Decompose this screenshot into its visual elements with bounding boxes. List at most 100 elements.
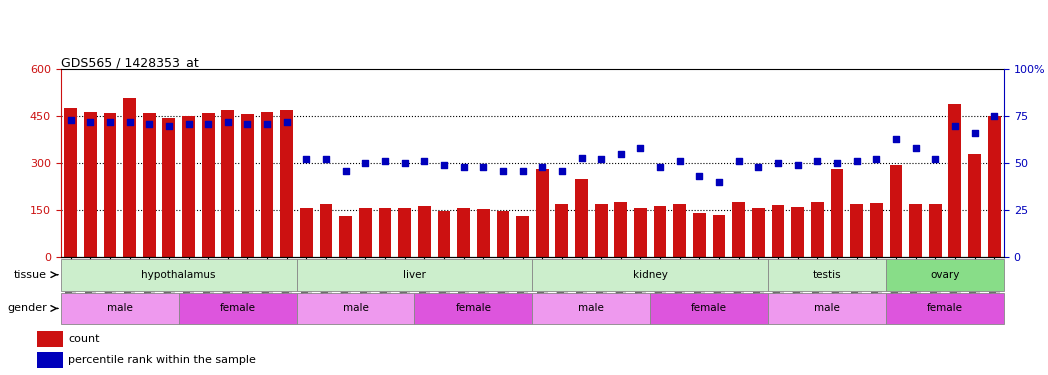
Bar — [104, 112, 116, 257]
Point — [102, 119, 118, 125]
Bar — [555, 204, 568, 257]
Point — [259, 121, 276, 127]
Point — [986, 113, 1003, 119]
Bar — [811, 202, 824, 257]
Text: ovary: ovary — [931, 270, 960, 280]
Text: liver: liver — [403, 270, 425, 280]
Point — [357, 160, 374, 166]
Point — [515, 168, 531, 174]
Bar — [886, 292, 1004, 324]
Bar — [398, 209, 411, 257]
Point — [180, 121, 197, 127]
Point — [239, 121, 256, 127]
Point — [122, 119, 138, 125]
Bar — [61, 292, 178, 324]
Bar — [532, 292, 650, 324]
Text: female: female — [220, 303, 256, 313]
Bar — [791, 207, 804, 257]
Bar — [536, 169, 548, 257]
Bar — [886, 259, 1004, 291]
Bar — [650, 292, 768, 324]
Point — [219, 119, 236, 125]
Point — [750, 164, 767, 170]
Bar — [418, 206, 431, 257]
Bar — [768, 259, 886, 291]
Text: female: female — [692, 303, 727, 313]
Point — [279, 119, 296, 125]
Point — [652, 164, 669, 170]
Bar — [241, 114, 254, 257]
Bar — [733, 202, 745, 257]
Bar — [595, 204, 608, 257]
Text: hypothalamus: hypothalamus — [141, 270, 216, 280]
Bar — [713, 214, 725, 257]
Point — [632, 145, 649, 151]
Text: male: male — [107, 303, 133, 313]
Point — [82, 119, 99, 125]
Point — [455, 164, 472, 170]
Point — [868, 156, 885, 162]
Bar — [297, 292, 414, 324]
Bar — [929, 204, 941, 257]
Bar — [178, 292, 297, 324]
Bar — [497, 211, 509, 257]
Bar — [124, 98, 136, 257]
Bar — [948, 104, 961, 257]
Bar — [359, 209, 372, 257]
Bar — [37, 352, 63, 368]
Text: count: count — [68, 334, 100, 344]
Bar — [378, 207, 391, 257]
Point — [612, 151, 629, 157]
Point — [396, 160, 413, 166]
Text: testis: testis — [813, 270, 842, 280]
Text: percentile rank within the sample: percentile rank within the sample — [68, 355, 256, 365]
Text: male: male — [578, 303, 605, 313]
Bar — [634, 209, 647, 257]
Point — [573, 154, 590, 160]
Bar — [968, 154, 981, 257]
Bar — [831, 170, 844, 257]
Point — [416, 158, 433, 164]
Point — [711, 179, 727, 185]
Point — [829, 160, 846, 166]
Text: male: male — [814, 303, 840, 313]
Bar — [654, 206, 667, 257]
Point — [593, 156, 610, 162]
Bar — [37, 331, 63, 346]
Text: female: female — [927, 303, 963, 313]
Bar — [182, 116, 195, 257]
Point — [926, 156, 943, 162]
Bar — [415, 292, 532, 324]
Point — [533, 164, 550, 170]
Bar — [477, 209, 489, 257]
Bar — [693, 213, 705, 257]
Bar — [517, 216, 529, 257]
Bar — [768, 292, 886, 324]
Bar — [614, 202, 627, 257]
Bar — [771, 205, 784, 257]
Point — [436, 162, 453, 168]
Text: kidney: kidney — [633, 270, 668, 280]
Point — [140, 121, 157, 127]
Point — [298, 156, 314, 162]
Point — [495, 168, 511, 174]
Point — [769, 160, 786, 166]
Point — [160, 123, 177, 129]
Point — [200, 121, 217, 127]
Point — [318, 156, 334, 162]
Point — [376, 158, 393, 164]
Bar — [261, 112, 274, 257]
Point — [888, 136, 904, 142]
Point — [789, 162, 806, 168]
Bar — [575, 179, 588, 257]
Bar — [438, 211, 451, 257]
Bar — [340, 216, 352, 257]
Bar — [221, 110, 234, 257]
Point — [908, 145, 924, 151]
Point — [672, 158, 689, 164]
Bar — [64, 108, 77, 257]
Point — [553, 168, 570, 174]
Text: female: female — [456, 303, 492, 313]
Point — [809, 158, 826, 164]
Point — [62, 117, 79, 123]
